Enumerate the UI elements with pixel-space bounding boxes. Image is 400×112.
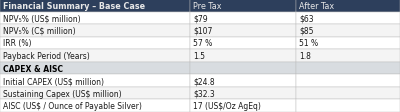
- Bar: [0, 25, 190, 37]
- Bar: [296, 100, 400, 112]
- Text: IRR (%): IRR (%): [3, 39, 32, 48]
- Bar: [296, 50, 400, 62]
- Bar: [0, 37, 190, 50]
- Text: Financial Summary – Base Case: Financial Summary – Base Case: [3, 2, 145, 11]
- Bar: [296, 37, 400, 50]
- Text: CAPEX & AISC: CAPEX & AISC: [3, 64, 63, 73]
- Text: 1.8: 1.8: [299, 52, 311, 60]
- Bar: [190, 0, 296, 12]
- Text: Pre Tax: Pre Tax: [193, 2, 222, 11]
- Text: $79: $79: [193, 14, 208, 23]
- Bar: [296, 25, 400, 37]
- Text: $85: $85: [299, 27, 314, 36]
- Text: $63: $63: [299, 14, 314, 23]
- Bar: [0, 50, 190, 62]
- Text: $107: $107: [193, 27, 212, 36]
- Bar: [0, 12, 190, 25]
- Bar: [0, 87, 190, 100]
- Text: AISC (US$ / Ounce of Payable Silver): AISC (US$ / Ounce of Payable Silver): [3, 101, 142, 110]
- Bar: [190, 75, 296, 87]
- Text: Sustaining Capex (US$ million): Sustaining Capex (US$ million): [3, 89, 122, 98]
- Text: Payback Period (Years): Payback Period (Years): [3, 52, 90, 60]
- Text: $24.8: $24.8: [193, 76, 215, 85]
- Bar: [190, 12, 296, 25]
- Text: $32.3: $32.3: [193, 89, 215, 98]
- Bar: [190, 37, 296, 50]
- Bar: [296, 87, 400, 100]
- Bar: [190, 62, 296, 75]
- Bar: [296, 75, 400, 87]
- Bar: [296, 12, 400, 25]
- Text: Initial CAPEX (US$ million): Initial CAPEX (US$ million): [3, 76, 104, 85]
- Bar: [296, 0, 400, 12]
- Text: 1.5: 1.5: [193, 52, 205, 60]
- Text: NPV₅% (US$ million): NPV₅% (US$ million): [3, 14, 81, 23]
- Bar: [0, 0, 190, 12]
- Bar: [190, 87, 296, 100]
- Bar: [0, 75, 190, 87]
- Bar: [0, 62, 190, 75]
- Bar: [190, 50, 296, 62]
- Text: 51 %: 51 %: [299, 39, 318, 48]
- Bar: [190, 25, 296, 37]
- Text: 17 (US$/Oz AgEq): 17 (US$/Oz AgEq): [193, 101, 261, 110]
- Bar: [190, 100, 296, 112]
- Bar: [0, 100, 190, 112]
- Text: 57 %: 57 %: [193, 39, 212, 48]
- Text: After Tax: After Tax: [299, 2, 334, 11]
- Bar: [296, 62, 400, 75]
- Text: NPV₅% (C$ million): NPV₅% (C$ million): [3, 27, 76, 36]
